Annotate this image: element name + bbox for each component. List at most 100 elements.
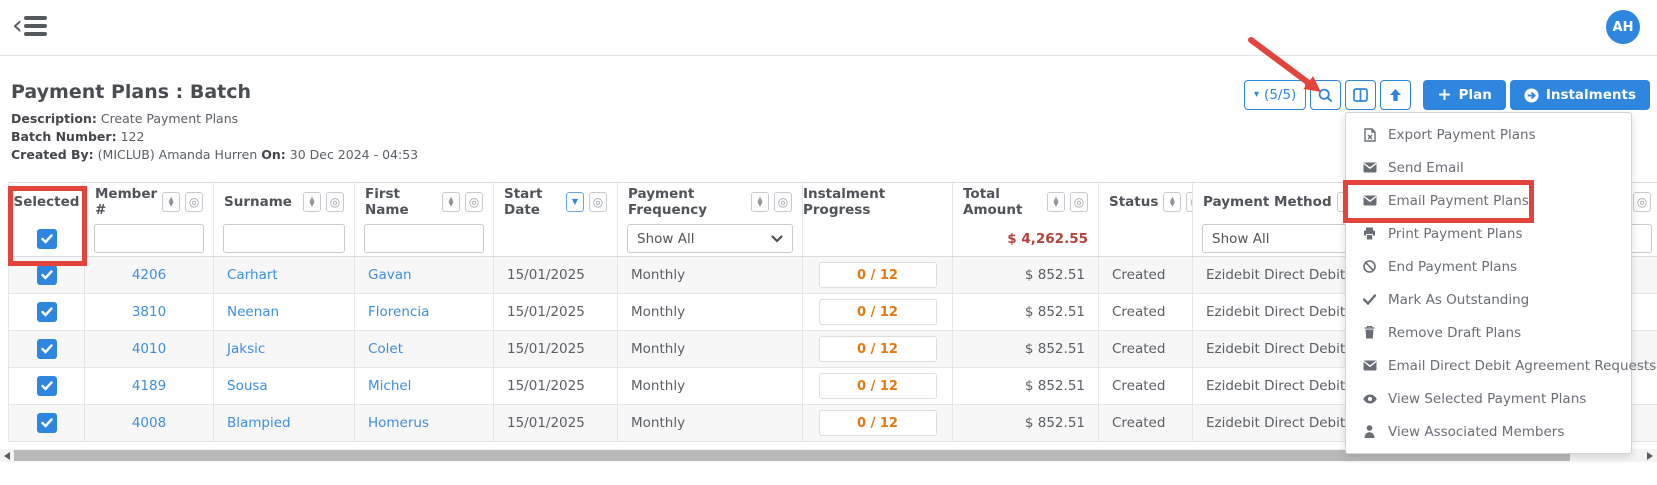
row-checkbox[interactable] xyxy=(36,339,57,359)
hide-column-frequency-button[interactable]: ◎ xyxy=(774,192,792,212)
member-link[interactable]: 4008 xyxy=(131,415,167,431)
hide-column-total-button[interactable]: ◎ xyxy=(1070,192,1088,212)
progress-cell: 0 / 12 xyxy=(803,257,953,293)
plus-icon: + xyxy=(1437,84,1452,105)
surname-filter-input[interactable] xyxy=(223,224,345,253)
row-checkbox[interactable] xyxy=(36,302,57,322)
total-cell: $ 852.51 xyxy=(953,368,1099,404)
top-navigation-bar: ‹ AH xyxy=(0,0,1657,56)
menu-item-email-payment-plans[interactable]: Email Payment Plans xyxy=(1346,184,1631,217)
surname-link[interactable]: Carhart xyxy=(227,267,278,283)
row-checkbox[interactable] xyxy=(36,376,57,396)
envelope-icon xyxy=(1362,162,1377,173)
menu-item-label: Mark As Outstanding xyxy=(1388,291,1530,308)
menu-item-send-email[interactable]: Send Email xyxy=(1346,151,1631,184)
check-icon xyxy=(1362,294,1377,305)
created-by-value: (MICLUB) Amanda Hurren xyxy=(97,147,258,162)
surname-cell: Blampied xyxy=(214,405,355,441)
hide-column-start-date-button[interactable]: ◎ xyxy=(589,192,607,212)
row-checkbox[interactable] xyxy=(36,265,57,285)
surname-link[interactable]: Blampied xyxy=(227,415,291,431)
hide-column-surname-button[interactable]: ◎ xyxy=(326,192,344,212)
sort-frequency-button[interactable]: ▲ ▼ xyxy=(751,192,769,212)
menu-item-export-payment-plans[interactable]: Export Payment Plans xyxy=(1346,118,1631,151)
user-icon xyxy=(1362,425,1377,438)
first-name-link[interactable]: Florencia xyxy=(368,304,430,320)
scroll-left-arrow[interactable] xyxy=(4,452,10,460)
menu-item-email-direct-debit-agreement-requests[interactable]: Email Direct Debit Agreement Requests xyxy=(1346,349,1656,382)
first-name-filter-input[interactable] xyxy=(364,224,484,253)
first-name-cell: Michel xyxy=(355,368,494,404)
hamburger-menu-icon xyxy=(23,16,47,36)
sort-start-date-button[interactable]: ▼ xyxy=(566,192,584,212)
status-cell: Created xyxy=(1099,405,1193,441)
hide-column-partial-button[interactable]: ◎ xyxy=(1633,192,1651,212)
first-name-link[interactable]: Michel xyxy=(368,378,412,394)
columns-button[interactable] xyxy=(1345,80,1377,110)
instalments-button[interactable]: Instalments xyxy=(1509,80,1650,110)
selection-count-label: (5/5) xyxy=(1264,87,1297,103)
column-label-frequency: Payment Frequency xyxy=(628,186,708,218)
select-all-checkbox[interactable] xyxy=(36,228,57,249)
hide-column-member-button[interactable]: ◎ xyxy=(185,192,204,212)
surname-cell: Jaksic xyxy=(214,331,355,367)
first-name-link[interactable]: Homerus xyxy=(368,415,430,431)
column-label-selected: Selected xyxy=(13,194,80,210)
selection-count-dropdown-button[interactable]: ▾ (5/5) xyxy=(1244,80,1307,110)
batch-number-value: 122 xyxy=(120,129,145,144)
first-name-link[interactable]: Gavan xyxy=(368,267,412,283)
surname-link[interactable]: Sousa xyxy=(227,378,268,394)
sidebar-toggle-button[interactable]: ‹ xyxy=(12,11,47,41)
description-label: Description: xyxy=(11,111,97,126)
menu-item-label: End Payment Plans xyxy=(1388,258,1518,275)
hide-column-first-name-button[interactable]: ◎ xyxy=(465,192,483,212)
column-header-selected: Selected xyxy=(9,183,85,221)
surname-link[interactable]: Jaksic xyxy=(227,341,266,357)
frequency-value: Monthly xyxy=(631,341,686,357)
row-checkbox[interactable] xyxy=(36,413,57,433)
menu-item-end-payment-plans[interactable]: End Payment Plans xyxy=(1346,250,1631,283)
sort-surname-button[interactable]: ▲ ▼ xyxy=(303,192,321,212)
row-select-cell xyxy=(9,294,85,330)
sort-icon: ▲▼ xyxy=(168,195,174,208)
eye-icon: ◎ xyxy=(1636,195,1648,209)
surname-link[interactable]: Neenan xyxy=(227,304,280,320)
add-plan-button[interactable]: + Plan xyxy=(1423,80,1506,110)
hide-column-status-button[interactable]: ◎ xyxy=(1186,192,1192,212)
member-cell: 4010 xyxy=(85,331,214,367)
member-link[interactable]: 4206 xyxy=(131,267,167,283)
scroll-right-arrow[interactable] xyxy=(1647,452,1653,460)
menu-item-view-selected-payment-plans[interactable]: View Selected Payment Plans xyxy=(1346,382,1631,415)
first-name-link[interactable]: Colet xyxy=(368,341,404,357)
surname-cell: Sousa xyxy=(214,368,355,404)
horizontal-scrollbar[interactable] xyxy=(0,449,1657,462)
sort-icon: ▲▼ xyxy=(757,195,763,208)
add-plan-label: Plan xyxy=(1458,87,1492,103)
user-avatar[interactable]: AH xyxy=(1606,10,1640,44)
sort-total-button[interactable]: ▲ ▼ xyxy=(1047,192,1065,212)
first-name-cell: Colet xyxy=(355,331,494,367)
surname-cell: Carhart xyxy=(214,257,355,293)
search-button[interactable] xyxy=(1310,80,1342,110)
member-cell: 4206 xyxy=(85,257,214,293)
sort-icon: ▲▼ xyxy=(1169,195,1175,208)
sort-status-button[interactable]: ▲ ▼ xyxy=(1163,192,1182,212)
frequency-filter-select[interactable]: Show All xyxy=(627,224,793,253)
member-link[interactable]: 4189 xyxy=(131,378,167,394)
created-by-label: Created By: xyxy=(11,147,94,162)
scrollbar-thumb[interactable] xyxy=(14,450,1570,461)
menu-item-mark-as-outstanding[interactable]: Mark As Outstanding xyxy=(1346,283,1631,316)
member-link[interactable]: 4010 xyxy=(131,341,167,357)
member-link[interactable]: 3810 xyxy=(131,304,167,320)
column-header-status: Status ▲▼ ◎ xyxy=(1099,183,1193,221)
menu-item-view-associated-members[interactable]: View Associated Members xyxy=(1346,415,1631,448)
menu-item-print-payment-plans[interactable]: Print Payment Plans xyxy=(1346,217,1631,250)
frequency-value: Monthly xyxy=(631,304,686,320)
sort-member-button[interactable]: ▲ ▼ xyxy=(162,192,181,212)
start-date-cell: 15/01/2025 xyxy=(494,368,618,404)
menu-item-remove-draft-plans[interactable]: Remove Draft Plans xyxy=(1346,316,1631,349)
member-filter-input[interactable] xyxy=(94,224,204,253)
scroll-to-top-button[interactable] xyxy=(1380,80,1412,110)
column-label-surname: Surname xyxy=(224,194,292,210)
sort-first-name-button[interactable]: ▲ ▼ xyxy=(442,192,460,212)
